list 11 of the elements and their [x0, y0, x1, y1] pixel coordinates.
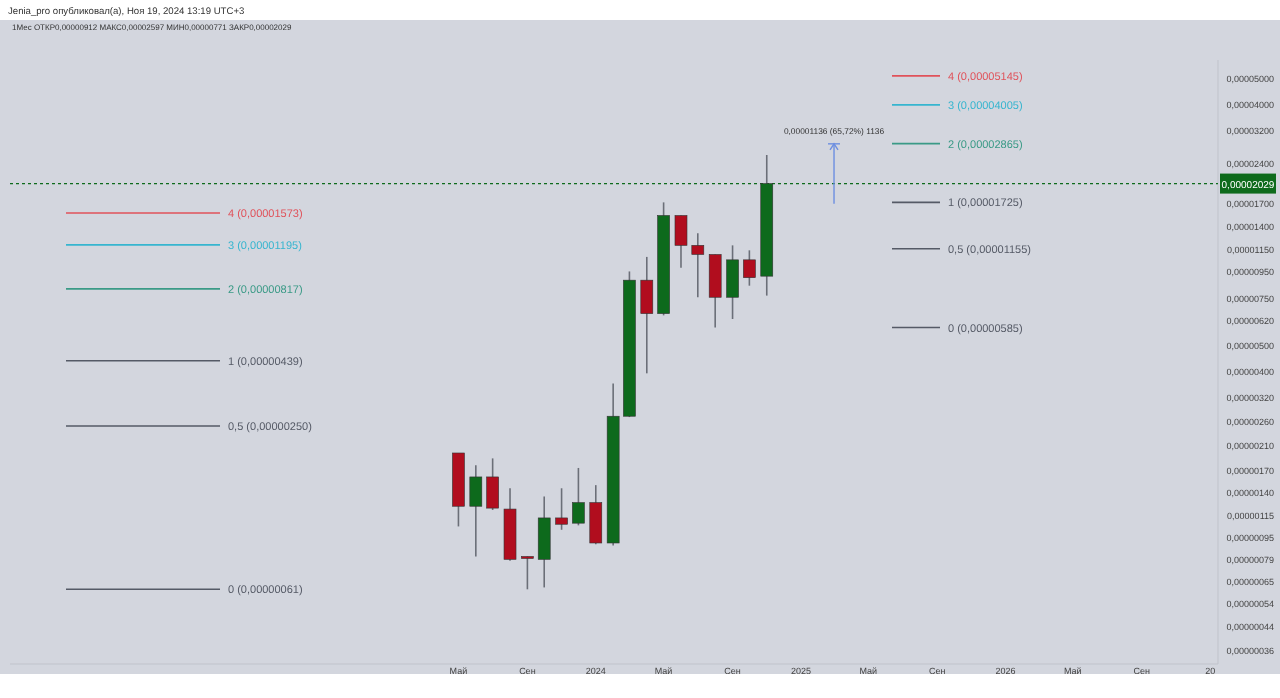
candlestick [726, 244, 739, 320]
candlestick [589, 484, 603, 546]
candlestick [469, 464, 483, 558]
candlestick [572, 467, 585, 527]
candlestick [486, 457, 499, 511]
candlestick [555, 487, 568, 531]
candlestick [743, 249, 756, 287]
candlestick [521, 555, 534, 591]
candlestick [640, 256, 654, 375]
candlestick [708, 253, 722, 329]
candlestick [537, 495, 551, 589]
